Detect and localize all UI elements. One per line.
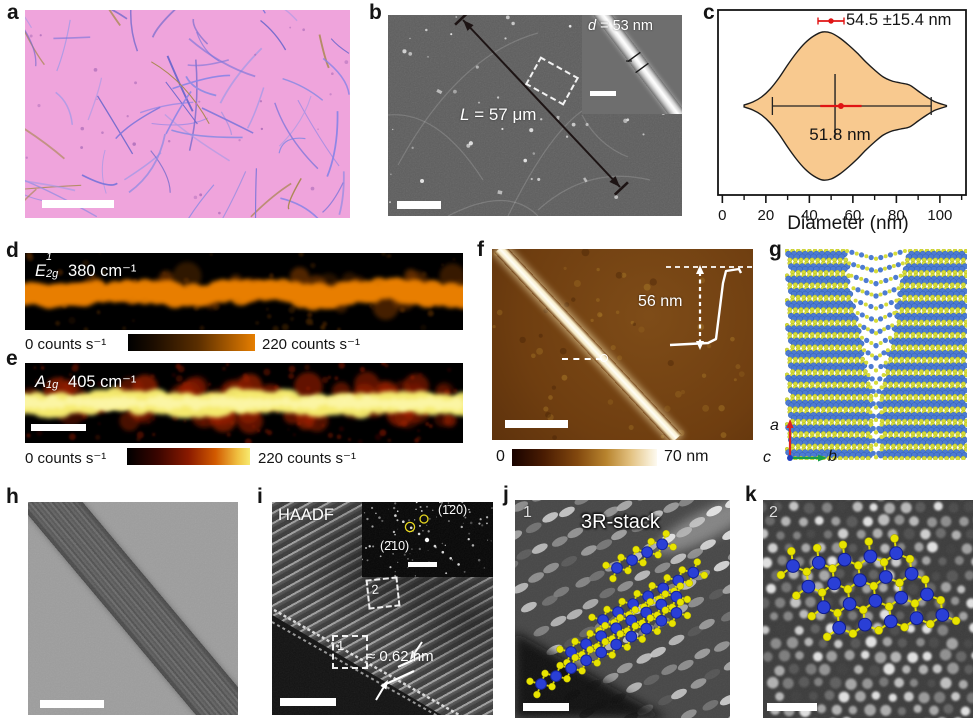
- mode-symbol: E: [35, 262, 47, 280]
- colorbar-max-label: 220 counts s⁻¹: [258, 450, 356, 467]
- raman-map-graphic: [25, 253, 463, 330]
- scale-bar: [31, 424, 86, 431]
- interlayer-spacing-label: ≈ 0.62 nm: [367, 648, 434, 665]
- panel-label-k: k: [745, 483, 757, 506]
- region-number: 2: [370, 581, 380, 598]
- diameter-value: = 53 nm: [596, 18, 653, 34]
- atomic-resolution-image-region2: 2: [763, 500, 973, 718]
- axis-c-label: c: [763, 449, 771, 466]
- panel-label-j: j: [503, 483, 509, 506]
- colorbar-d: [128, 334, 255, 351]
- panel-label-a: a: [7, 1, 19, 24]
- region-box-1: 1: [332, 635, 368, 669]
- diameter-variable: d: [588, 18, 597, 34]
- length-value: = 57 μm: [469, 105, 537, 124]
- crystal-structure-model: [785, 249, 967, 460]
- mode-sub: 1g: [46, 379, 59, 391]
- line-profile-marker: [562, 358, 602, 360]
- haadf-stem-image: HAADF (1̄20) (2̄10) 1 2 ≈ 0.62 nm: [272, 502, 493, 715]
- svg-text:60: 60: [845, 207, 862, 224]
- colorbar-f: [512, 449, 657, 466]
- x-axis-title: Diameter (nm): [787, 213, 909, 234]
- axis-a-label: a: [770, 417, 779, 434]
- scale-bar: [505, 420, 568, 428]
- panel-label-i: i: [257, 485, 263, 508]
- scale-bar: [590, 91, 616, 96]
- raman-map-e2g: E 1 2g 380 cm⁻¹: [25, 253, 463, 330]
- svg-text:80: 80: [888, 207, 905, 224]
- atomic-resolution-image-region1: 1 3R-stack: [515, 500, 730, 718]
- svg-text:20: 20: [758, 207, 775, 224]
- sem-image: L = 57 μm d = 53 nm: [388, 15, 682, 216]
- panel-label-g: g: [769, 238, 782, 261]
- wavenumber-label: 405 cm⁻¹: [68, 373, 137, 391]
- panel-label-e: e: [6, 347, 18, 370]
- mode-sub-sup: 1 2g: [46, 253, 59, 280]
- colorbar-e: [127, 448, 250, 465]
- height-annotation: 56 nm: [638, 293, 683, 310]
- lattice-and-overlay-graphic: [763, 500, 973, 718]
- height-profile-inset: [666, 265, 752, 350]
- profile-endpoint-circle: [600, 354, 608, 362]
- violin-chart-graphic: 0 20 40 60 80 100: [717, 9, 967, 224]
- mode-symbol: A: [35, 373, 47, 391]
- tem-image: [28, 502, 238, 715]
- panel-label-h: h: [6, 485, 19, 508]
- diameter-violin-plot: 0 20 40 60 80 100: [700, 0, 974, 240]
- raman-map-a1g: A 1g 405 cm⁻¹: [25, 363, 463, 443]
- scale-bar: [397, 201, 441, 209]
- nanowire-network-graphic: [25, 10, 350, 218]
- panel-label-b: b: [369, 1, 382, 24]
- scale-bar: [42, 200, 114, 208]
- mean-sd-label: 54.5 ±15.4 nm: [846, 11, 952, 29]
- annotation-graphic: [272, 502, 493, 715]
- wavenumber-label: 380 cm⁻¹: [68, 262, 137, 280]
- colorbar-max-label: 70 nm: [664, 448, 709, 465]
- noise-overlay: [28, 502, 238, 715]
- atomic-model-graphic: [785, 249, 967, 460]
- length-annotation: L = 57 μm: [460, 105, 536, 125]
- panel-label-f: f: [477, 238, 484, 261]
- afm-image: 56 nm: [492, 249, 753, 440]
- svg-text:40: 40: [801, 207, 818, 224]
- scale-bar: [40, 700, 104, 708]
- region-box-2: 2: [365, 576, 401, 610]
- diameter-caliper-marks: [626, 51, 649, 74]
- region-number: 1: [337, 638, 345, 653]
- raman-mode-label: A 1g 405 cm⁻¹: [35, 367, 136, 392]
- scale-bar: [280, 698, 336, 706]
- lattice-and-overlay-graphic: [515, 500, 730, 718]
- panel-label-c: c: [703, 1, 715, 24]
- svg-text:0: 0: [718, 207, 726, 224]
- colorbar-max-label: 220 counts s⁻¹: [262, 336, 360, 353]
- panel-label-d: d: [6, 239, 19, 262]
- region-number: 2: [769, 504, 778, 521]
- length-variable: L: [460, 105, 470, 124]
- stacking-label: 3R-stack: [581, 511, 660, 533]
- raman-mode-label: E 1 2g 380 cm⁻¹: [35, 253, 137, 281]
- region-number: 1: [523, 504, 532, 521]
- colorbar-min-label: 0 counts s⁻¹: [25, 336, 107, 353]
- sem-inset-image: d = 53 nm: [582, 15, 682, 114]
- scale-bar: [767, 703, 817, 711]
- axis-b-label: b: [828, 448, 837, 465]
- colorbar-min-label: 0 counts s⁻¹: [25, 450, 107, 467]
- median-label: 51.8 nm: [809, 125, 871, 144]
- raman-map-graphic: [25, 363, 463, 443]
- colorbar-min-label: 0: [496, 448, 505, 465]
- svg-text:100: 100: [927, 207, 952, 224]
- diameter-annotation: d = 53 nm: [588, 18, 653, 34]
- crystal-axes-graphic: [786, 419, 827, 462]
- technique-label: HAADF: [278, 506, 334, 524]
- optical-microscopy-image: [25, 10, 350, 218]
- scale-bar: [523, 703, 569, 711]
